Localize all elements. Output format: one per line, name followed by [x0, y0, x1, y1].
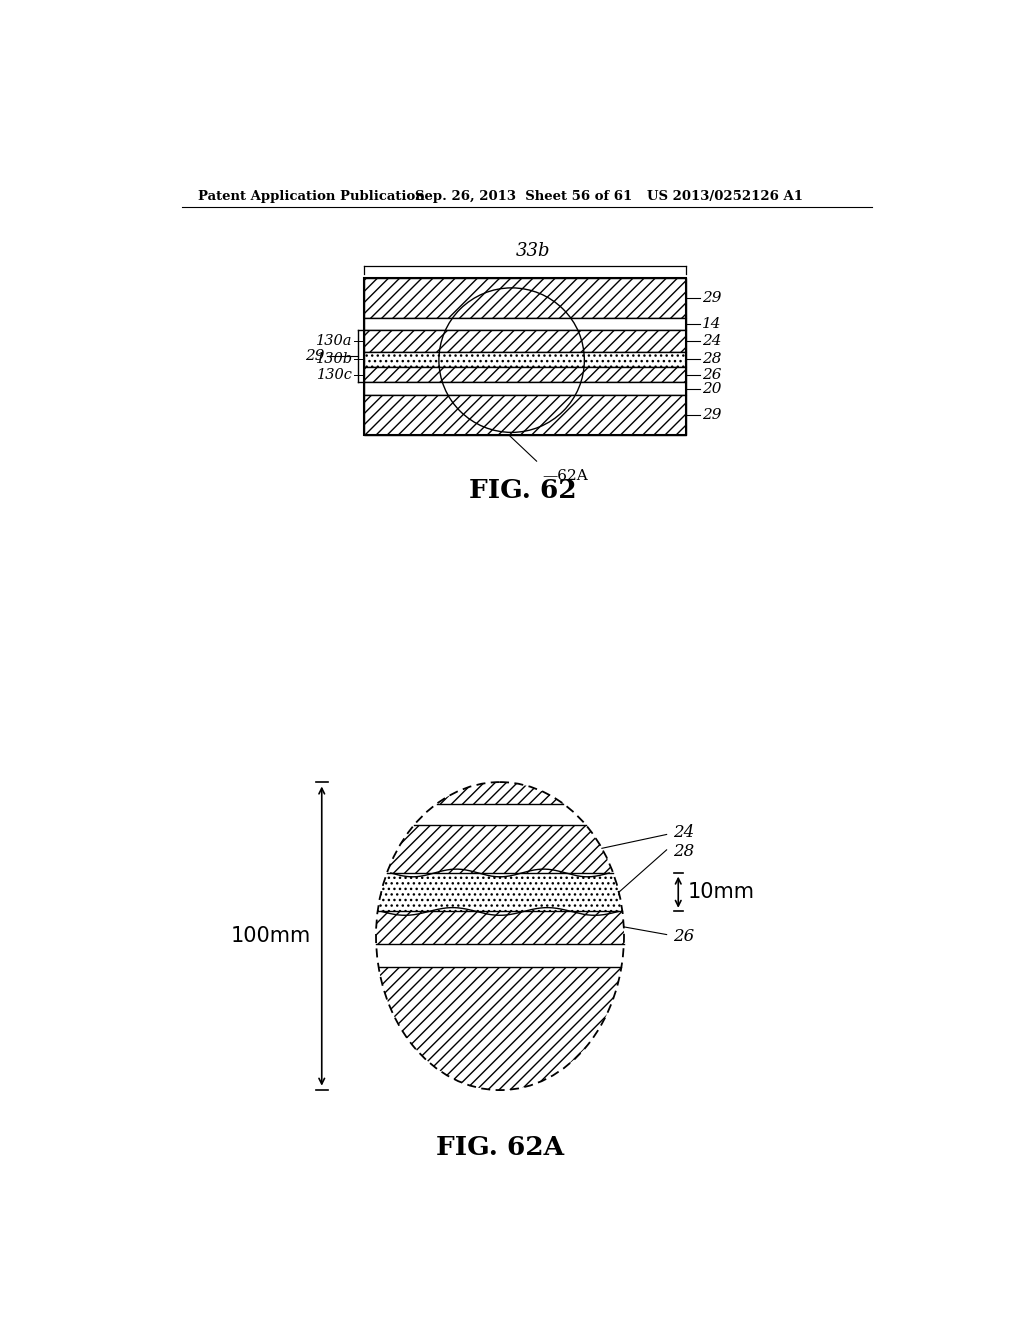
- Bar: [372, 911, 628, 944]
- Text: 24: 24: [702, 334, 722, 348]
- Text: FIG. 62A: FIG. 62A: [436, 1135, 564, 1160]
- Bar: [365, 383, 686, 395]
- Text: 29: 29: [702, 290, 722, 305]
- Bar: [365, 277, 686, 318]
- Text: 28: 28: [702, 352, 722, 367]
- Text: 130c: 130c: [316, 368, 352, 381]
- Bar: [365, 330, 686, 351]
- Bar: [372, 825, 628, 873]
- Bar: [365, 318, 686, 330]
- Text: US 2013/0252126 A1: US 2013/0252126 A1: [647, 190, 803, 203]
- Text: —62A: —62A: [543, 469, 589, 483]
- Text: 100mm: 100mm: [230, 927, 311, 946]
- Bar: [372, 944, 628, 966]
- Bar: [365, 395, 686, 434]
- Text: 33b: 33b: [516, 242, 550, 260]
- Text: 26: 26: [702, 368, 722, 381]
- Bar: [365, 367, 686, 383]
- Text: 20: 20: [702, 381, 722, 396]
- Text: 28: 28: [673, 843, 694, 859]
- Bar: [372, 873, 628, 911]
- Text: 29: 29: [305, 350, 325, 363]
- Text: 14: 14: [702, 317, 722, 331]
- Bar: [365, 277, 686, 434]
- Text: Sep. 26, 2013  Sheet 56 of 61: Sep. 26, 2013 Sheet 56 of 61: [415, 190, 632, 203]
- Bar: [365, 351, 686, 367]
- Bar: [372, 804, 628, 825]
- Bar: [372, 966, 628, 1090]
- Text: 24: 24: [673, 825, 694, 841]
- Text: 130a: 130a: [316, 334, 352, 348]
- Text: 10mm: 10mm: [687, 882, 755, 902]
- Text: 26: 26: [673, 928, 694, 945]
- Bar: [372, 781, 628, 804]
- Text: Patent Application Publication: Patent Application Publication: [198, 190, 425, 203]
- Text: 130b: 130b: [315, 352, 352, 367]
- Text: FIG. 62: FIG. 62: [469, 478, 578, 503]
- Text: 29: 29: [702, 408, 722, 422]
